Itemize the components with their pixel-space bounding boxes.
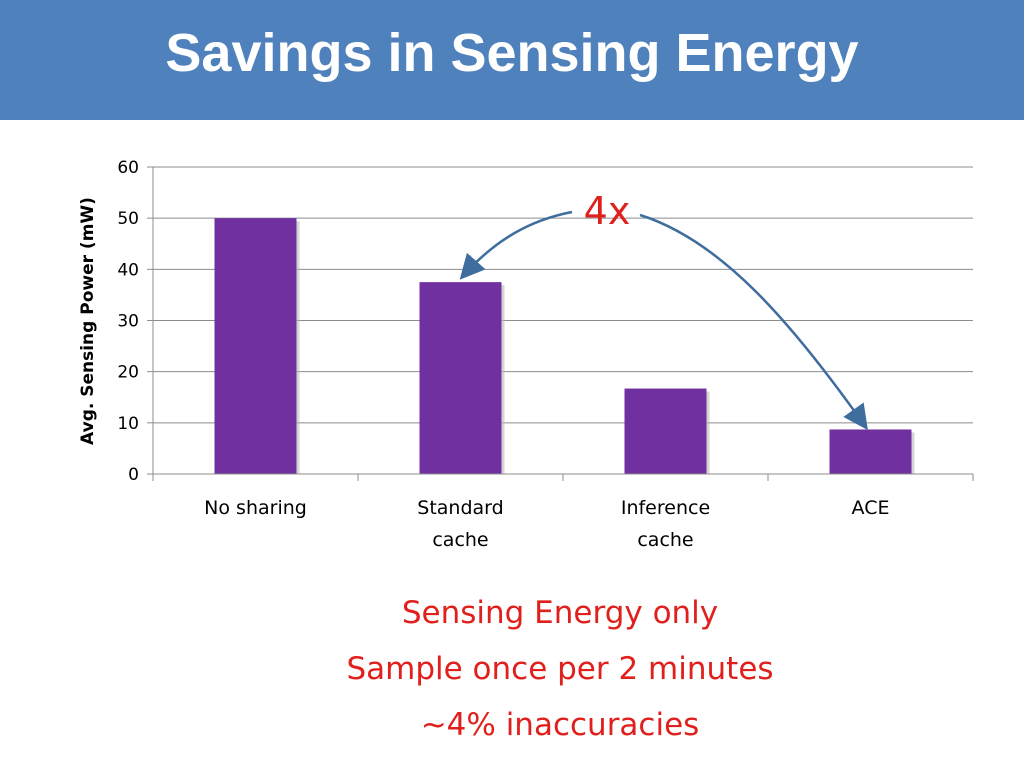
x-tick-label: Inference cache — [621, 497, 710, 551]
bar — [420, 282, 502, 474]
note-line: Sensing Energy only — [250, 585, 870, 641]
y-tick-label: 10 — [117, 414, 139, 434]
bars — [215, 218, 915, 474]
y-tick-label: 30 — [117, 312, 139, 332]
bar — [625, 389, 707, 474]
y-tick-label: 20 — [117, 363, 139, 383]
y-tick-label: 60 — [117, 158, 139, 178]
bar-chart: 0 10 20 30 40 50 60 No sharing Standard cache Infe… — [0, 0, 1024, 580]
arrow-to-standard-cache — [463, 212, 572, 276]
y-tick-label: 0 — [128, 465, 139, 485]
x-tick-label: Standard cache — [417, 497, 503, 551]
y-tick-label: 50 — [117, 209, 139, 229]
notes: Sensing Energy only Sample once per 2 mi… — [250, 585, 870, 753]
x-tick-label: ACE — [852, 497, 890, 519]
bar — [215, 218, 297, 474]
x-tick-label: No sharing — [204, 497, 307, 519]
y-tick-label: 40 — [117, 260, 139, 280]
annotation-4x: 4x — [584, 189, 631, 233]
note-line: ~4% inaccuracies — [250, 697, 870, 753]
note-line: Sample once per 2 minutes — [250, 641, 870, 697]
bar — [830, 429, 912, 474]
y-axis-label: Avg. Sensing Power (mW) — [78, 197, 98, 445]
